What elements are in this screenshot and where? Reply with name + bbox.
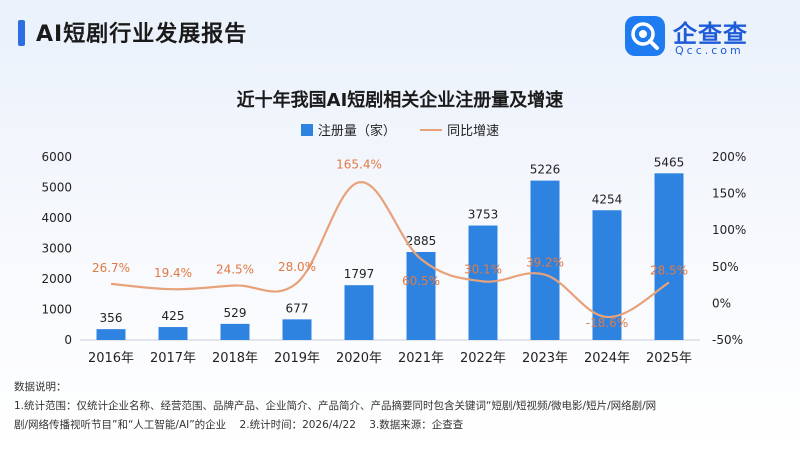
logo-domain: Qcc.com — [675, 44, 744, 57]
data-notes: 数据说明： 1.统计范围：仅统计企业名称、经营范围、品牌产品、企业简介、产品简介… — [14, 378, 784, 435]
notes-scope-tail: 剧/网络传播视听节目”和“人工智能/AI”的企业 — [14, 419, 227, 431]
bar-data-label: 1797 — [344, 267, 375, 281]
line-data-label: 26.7% — [92, 261, 130, 275]
y-left-tick-label: 4000 — [41, 211, 72, 225]
y-left-tick-label: 6000 — [41, 150, 72, 164]
magnifier-q-icon — [625, 16, 665, 56]
y-left-tick-label: 2000 — [41, 272, 72, 286]
x-tick-label: 2017年 — [150, 351, 196, 366]
y-right-tick-label: 200% — [712, 150, 746, 164]
notes-line-1: 1.统计范围：仅统计企业名称、经营范围、品牌产品、企业简介、产品简介、产品摘要同… — [14, 400, 657, 412]
y-left-tick-label: 3000 — [41, 242, 72, 256]
x-tick-label: 2016年 — [88, 351, 134, 366]
y-right-tick-label: 50% — [712, 260, 739, 274]
legend-item-bar: 注册量（家） — [300, 120, 396, 139]
line-data-label: 24.5% — [216, 262, 254, 276]
bar — [592, 210, 622, 340]
x-tick-label: 2025年 — [646, 351, 692, 366]
y-right-tick-label: -50% — [712, 333, 743, 347]
line-data-label: 39.2% — [526, 256, 564, 270]
y-left-tick-label: 1000 — [41, 303, 72, 317]
bar-data-label: 425 — [162, 309, 185, 323]
bar-data-label: 2885 — [406, 234, 437, 248]
x-tick-label: 2023年 — [522, 351, 568, 366]
bar — [654, 173, 684, 340]
y-right-tick-label: 100% — [712, 223, 746, 237]
x-tick-label: 2018年 — [212, 351, 258, 366]
line-data-label: 19.4% — [154, 266, 192, 280]
legend-label-line: 同比增速 — [447, 124, 500, 139]
y-right-tick-label: 0% — [712, 296, 731, 310]
line-data-label: 30.1% — [464, 262, 502, 276]
bar — [468, 225, 498, 340]
bar-data-label: 4254 — [592, 192, 623, 206]
chart-title: 近十年我国AI短剧相关企业注册量及增速 — [236, 90, 564, 111]
legend-label-bar: 注册量（家） — [317, 124, 396, 139]
bar-data-label: 3753 — [468, 208, 499, 222]
bar-data-label: 677 — [286, 301, 309, 315]
line-data-label: 28.0% — [278, 260, 316, 274]
x-tick-label: 2019年 — [274, 351, 320, 366]
bar — [530, 180, 560, 340]
bar — [96, 329, 126, 340]
logo-name: 企查查 — [673, 20, 748, 48]
legend-item-line: 同比增速 — [420, 120, 499, 139]
page-title: AI短剧行业发展报告 — [36, 22, 248, 47]
header-accent-bar — [18, 20, 25, 46]
x-tick-label: 2022年 — [460, 351, 506, 366]
x-tick-label: 2024年 — [584, 351, 630, 366]
bar-data-label: 5465 — [654, 155, 685, 169]
bar — [158, 327, 188, 340]
y-left-tick-label: 0 — [64, 333, 72, 347]
y-left-tick-label: 5000 — [41, 181, 72, 195]
logo: 企查查 Qcc.com — [625, 16, 785, 60]
line-data-label: 165.4% — [336, 157, 382, 171]
bar-data-label: 356 — [100, 311, 123, 325]
line-data-label: 28.5% — [650, 264, 688, 278]
notes-source: 3.数据来源：企查查 — [369, 419, 464, 431]
bar-data-label: 5226 — [530, 163, 561, 177]
legend-swatch-line — [420, 129, 443, 131]
bar — [344, 285, 374, 340]
bar — [282, 319, 312, 340]
line-data-label: -18.6% — [586, 316, 628, 330]
header: AI短剧行业发展报告 企查查 Qcc.com — [0, 0, 800, 62]
x-tick-label: 2020年 — [336, 351, 382, 366]
notes-heading: 数据说明： — [14, 381, 67, 393]
line-data-label: 60.5% — [402, 274, 440, 288]
growth-rate-line — [110, 181, 670, 319]
bar-data-label: 529 — [224, 306, 247, 320]
notes-time: 2.统计时间：2026/4/22 — [239, 419, 356, 431]
y-right-tick-label: 150% — [712, 187, 746, 201]
notes-line-2: 剧/网络传播视听节目”和“人工智能/AI”的企业 2.统计时间：2026/4/2… — [14, 416, 784, 435]
x-tick-label: 2021年 — [398, 351, 444, 366]
bar — [220, 323, 250, 340]
legend-swatch-bar — [300, 124, 313, 136]
chart-legend: 注册量（家） 同比增速 — [0, 120, 800, 139]
